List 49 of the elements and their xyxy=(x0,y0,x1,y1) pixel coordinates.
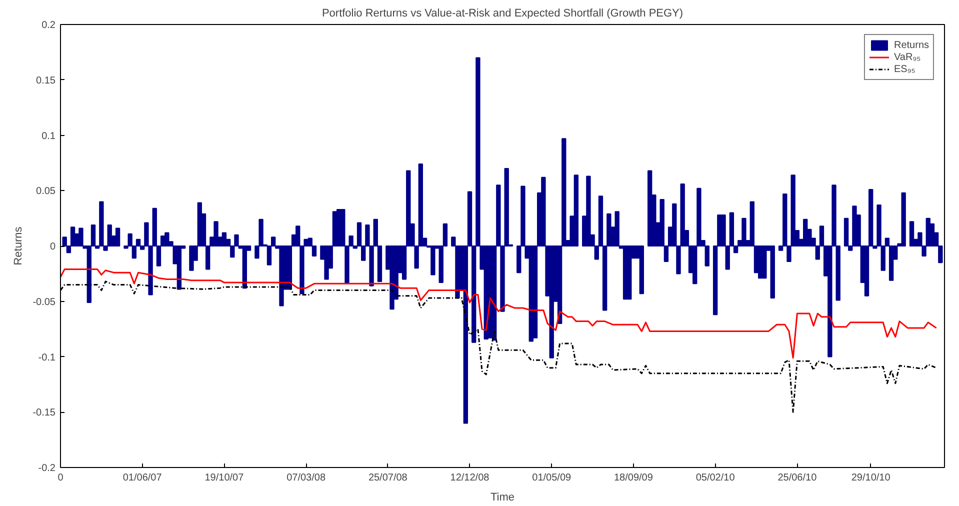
bar xyxy=(430,246,436,276)
y-tick-label: -0.15 xyxy=(32,408,56,419)
y-tick-label: -0.2 xyxy=(38,463,56,474)
bar xyxy=(614,211,620,246)
bar xyxy=(639,246,644,294)
x-tick-label: 0 xyxy=(58,472,64,484)
bar xyxy=(279,246,284,306)
x-tick-label: 25/07/08 xyxy=(368,472,408,484)
bar xyxy=(222,232,227,246)
bar xyxy=(762,246,767,279)
bar xyxy=(78,228,84,246)
bar xyxy=(803,218,808,246)
bar xyxy=(909,221,914,246)
bar xyxy=(176,246,182,290)
bar xyxy=(770,246,775,299)
legend-label: Returns xyxy=(894,39,929,51)
x-tick-label: 01/05/09 xyxy=(532,472,572,484)
chart-title: Portfolio Rerturns vs Value-at-Risk and Expected Shortfall (Growth PEGY) xyxy=(322,8,684,20)
bar xyxy=(627,246,632,300)
y-tick-label: 0.2 xyxy=(42,20,56,31)
x-tick-label: 05/02/10 xyxy=(696,472,736,484)
bar xyxy=(189,246,194,271)
x-tick-label: 01/06/07 xyxy=(122,472,162,484)
y-tick-label: 0.15 xyxy=(36,75,56,86)
legend-label: ES₉₅ xyxy=(894,63,916,75)
x-tick-label: 12/12/08 xyxy=(450,472,490,484)
bar xyxy=(742,218,746,246)
y-axis-title: Returns xyxy=(12,226,25,266)
x-axis-title: Time xyxy=(490,492,515,504)
x-tick-label: 25/06/10 xyxy=(778,472,818,484)
bar xyxy=(214,221,218,246)
x-tick-label: 19/10/07 xyxy=(204,472,244,484)
bar xyxy=(901,192,906,246)
x-tick-label: 29/10/10 xyxy=(851,472,891,484)
y-tick-label: -0.05 xyxy=(32,296,56,308)
y-tick-label: 0.05 xyxy=(36,186,56,198)
y-tick-label: -0.1 xyxy=(38,352,56,364)
bar xyxy=(586,176,591,246)
bar xyxy=(115,228,120,246)
x-tick-label: 18/09/09 xyxy=(614,472,654,484)
bar xyxy=(390,246,394,310)
x-tick-label: 07/03/08 xyxy=(286,472,326,484)
bar xyxy=(164,232,170,246)
line-series xyxy=(60,268,938,359)
legend-label: VaR₉₅ xyxy=(894,51,921,63)
bar xyxy=(324,246,329,280)
bar xyxy=(574,174,579,246)
y-tick-label: 0.1 xyxy=(42,130,56,142)
y-tick-label: 0 xyxy=(50,242,56,252)
